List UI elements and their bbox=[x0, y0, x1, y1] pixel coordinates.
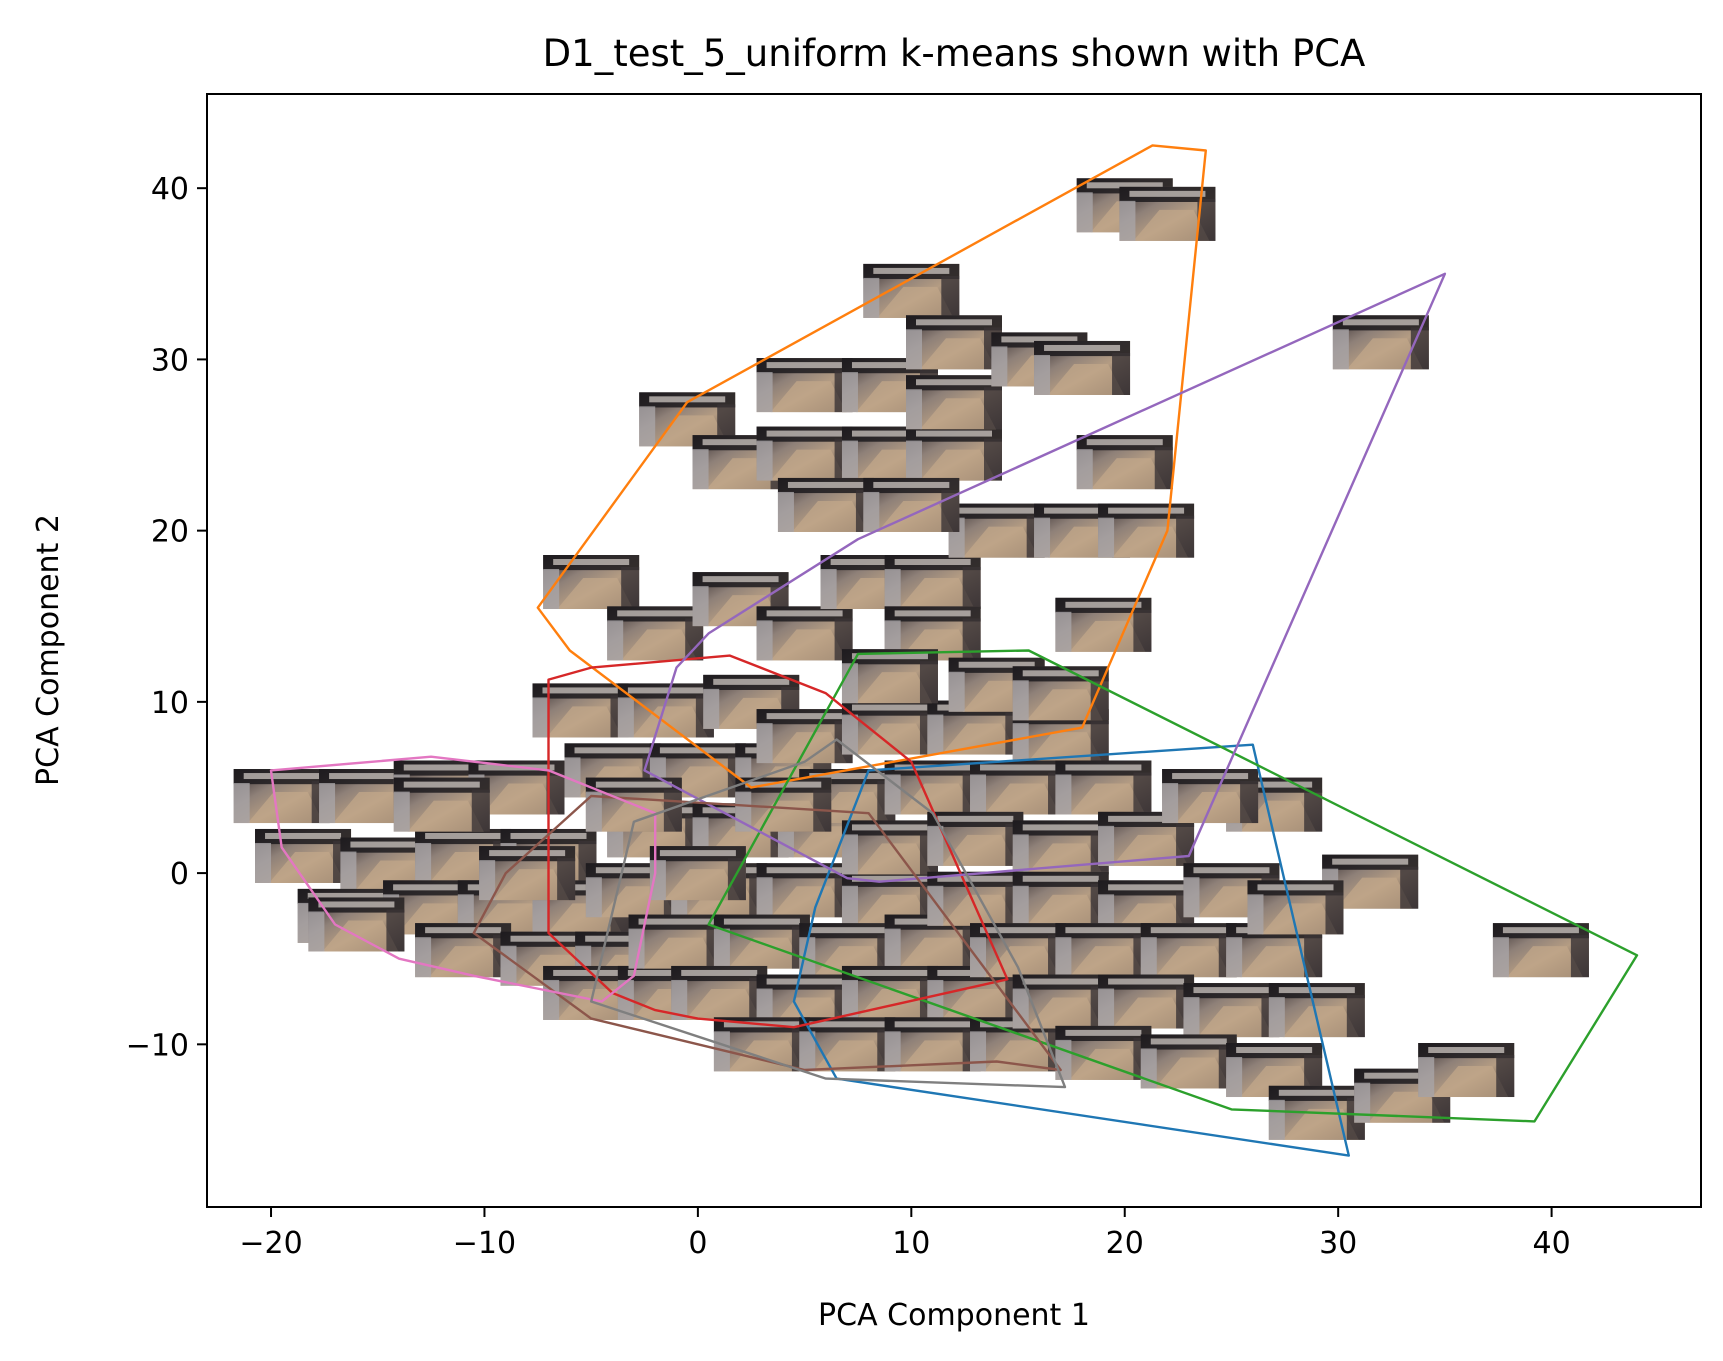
x-tick-label: 40 bbox=[1533, 1226, 1571, 1261]
thumbnail-marker bbox=[1055, 760, 1152, 815]
cluster-hulls bbox=[269, 144, 1639, 1157]
cluster-hull-1 bbox=[536, 144, 1208, 789]
thumbnail-marker bbox=[532, 683, 629, 738]
thumbnail-marker bbox=[841, 820, 938, 875]
thumbnail-marker bbox=[906, 426, 1002, 481]
x-tick-label: 30 bbox=[1319, 1226, 1357, 1261]
x-axis-ticks: −20 −10 0 10 20 30 40 bbox=[239, 1207, 1571, 1261]
thumbnail-marker bbox=[1012, 871, 1109, 926]
cluster-hull-3 bbox=[547, 654, 1009, 1029]
cluster-hull-2 bbox=[707, 649, 1639, 1123]
thumbnail-marker bbox=[649, 846, 746, 901]
thumbnail-markers bbox=[233, 178, 1589, 1140]
thumbnail-marker bbox=[1055, 923, 1152, 978]
thumbnail-marker bbox=[713, 914, 810, 969]
thumbnail-marker bbox=[617, 683, 714, 738]
y-axis-label: PCA Component 2 bbox=[31, 514, 66, 786]
thumbnail-marker bbox=[1332, 315, 1429, 370]
thumbnail-marker bbox=[255, 828, 352, 883]
cluster-hull-0 bbox=[792, 743, 1351, 1157]
thumbnail-marker bbox=[906, 375, 1002, 430]
thumbnail-marker bbox=[671, 965, 768, 1020]
x-tick-label: 20 bbox=[1106, 1226, 1144, 1261]
x-tick-label: −20 bbox=[239, 1226, 302, 1261]
y-tick-label: 30 bbox=[151, 343, 189, 378]
thumbnail-marker bbox=[1119, 186, 1216, 241]
thumbnail-marker bbox=[1183, 983, 1280, 1038]
thumbnail-marker bbox=[1268, 983, 1365, 1038]
thumbnail-marker bbox=[308, 897, 405, 952]
thumbnail-marker bbox=[756, 709, 853, 764]
thumbnail-marker bbox=[906, 315, 1002, 370]
plot-area bbox=[233, 144, 1639, 1157]
cluster-hull-4 bbox=[643, 272, 1447, 883]
y-tick-label: 0 bbox=[170, 857, 189, 892]
thumbnail-marker bbox=[863, 263, 960, 318]
chart-title: D1_test_5_uniform k-means shown with PCA bbox=[543, 32, 1366, 75]
thumbnail-marker bbox=[777, 477, 874, 532]
thumbnail-marker bbox=[1012, 974, 1109, 1029]
x-tick-label: −10 bbox=[453, 1226, 516, 1261]
thumbnail-marker bbox=[1418, 1043, 1515, 1098]
thumbnail-marker bbox=[948, 503, 1045, 558]
x-axis-label: PCA Component 1 bbox=[818, 1298, 1090, 1333]
thumbnail-marker bbox=[841, 700, 938, 755]
y-tick-label: 10 bbox=[151, 686, 189, 721]
thumbnail-marker bbox=[841, 965, 938, 1020]
thumbnail-marker bbox=[863, 477, 960, 532]
thumbnail-marker bbox=[543, 555, 640, 610]
thumbnail-marker bbox=[393, 777, 490, 832]
cluster-hull-5 bbox=[472, 794, 1062, 1072]
cluster-hull-7 bbox=[590, 738, 1067, 1089]
plot-frame bbox=[206, 93, 1702, 1208]
thumbnail-marker bbox=[970, 760, 1067, 815]
x-tick-label: 10 bbox=[892, 1226, 930, 1261]
thumbnail-marker bbox=[607, 606, 704, 661]
thumbnail-marker bbox=[585, 777, 682, 832]
thumbnail-marker bbox=[1098, 503, 1195, 558]
thumbnail-marker bbox=[1098, 974, 1195, 1029]
thumbnail-marker bbox=[884, 555, 981, 610]
thumbnail-marker bbox=[1012, 666, 1109, 721]
thumbnail-marker bbox=[233, 769, 330, 824]
y-tick-label: 40 bbox=[151, 172, 189, 207]
y-tick-label: 20 bbox=[151, 515, 189, 550]
thumbnail-marker bbox=[1034, 340, 1131, 395]
thumbnail-marker bbox=[1055, 597, 1152, 652]
thumbnail-marker bbox=[1162, 769, 1259, 824]
thumbnail-marker bbox=[756, 606, 853, 661]
thumbnail-marker bbox=[756, 863, 853, 918]
y-tick-label: −10 bbox=[126, 1028, 189, 1063]
thumbnail-marker bbox=[1492, 923, 1589, 978]
thumbnail-marker bbox=[415, 923, 512, 978]
thumbnail-marker bbox=[1140, 923, 1237, 978]
thumbnail-marker bbox=[756, 426, 853, 481]
thumbnail-marker bbox=[927, 871, 1024, 926]
thumbnail-marker bbox=[1076, 435, 1173, 490]
thumbnail-marker bbox=[756, 358, 853, 413]
cluster-hull-6 bbox=[269, 755, 657, 1003]
y-axis-ticks: −10 0 10 20 30 40 bbox=[126, 172, 207, 1063]
thumbnail-marker bbox=[799, 1017, 896, 1072]
thumbnail-marker bbox=[1140, 1034, 1237, 1089]
thumbnail-marker bbox=[927, 811, 1024, 866]
x-tick-label: 0 bbox=[688, 1226, 707, 1261]
